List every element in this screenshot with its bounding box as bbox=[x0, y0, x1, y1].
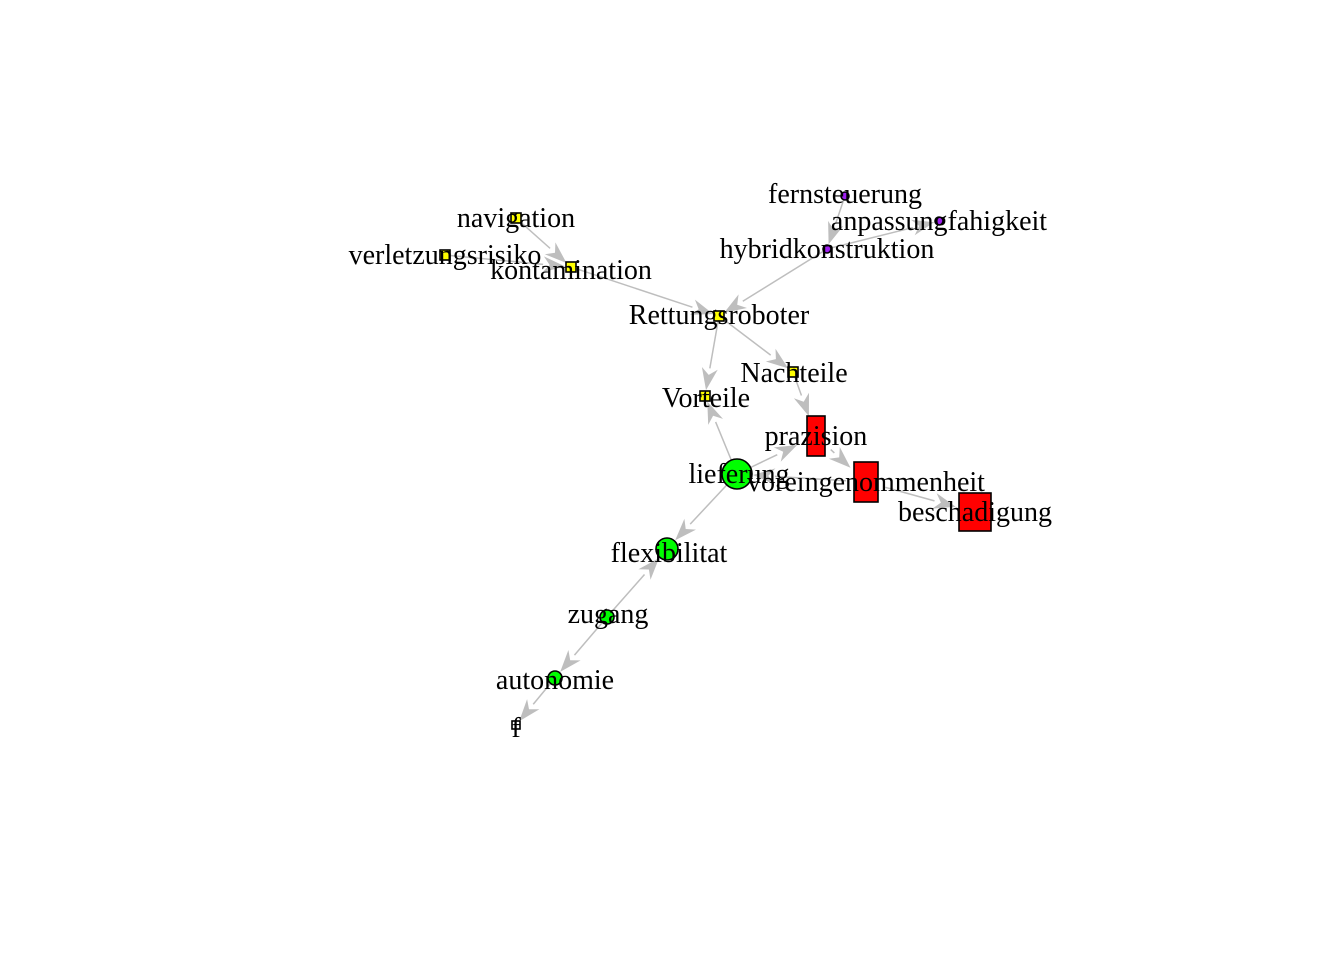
node-hybridkonstruktion bbox=[822, 244, 832, 254]
arrowhead-prazision-to-voreingenommenheit bbox=[828, 447, 851, 468]
node-label-fernsteuerung: fernsteuerung bbox=[768, 179, 922, 210]
node-label-zugang: zugang bbox=[568, 599, 649, 630]
node-label-prazision: prazision bbox=[765, 421, 868, 452]
edge-lieferung-to-Vorteile bbox=[714, 421, 733, 461]
node-label-Rettungsroboter: Rettungsroboter bbox=[629, 300, 810, 331]
node-zugang bbox=[599, 609, 615, 625]
node-label-Vorteile: Vorteile bbox=[662, 383, 750, 414]
node-label-lieferung: lieferung bbox=[688, 459, 789, 490]
node-flexibilitat bbox=[655, 537, 679, 561]
arrowhead-verletzungsrisiko-to-kontamination bbox=[542, 256, 565, 273]
edge-Rettungsroboter-to-Vorteile bbox=[709, 320, 719, 369]
arrowhead-Nachteile-to-prazision bbox=[793, 392, 809, 417]
node-prazision bbox=[806, 415, 826, 457]
node-label-kontamination: kontamination bbox=[490, 255, 652, 286]
edge-voreingenommenheit-to-beschadigung bbox=[885, 486, 935, 502]
edge-hybridkonstruktion-to-Rettungsroboter bbox=[742, 250, 824, 302]
labels-layer: navigation verletzungsrisikokontamination… bbox=[349, 179, 1052, 744]
arrowhead-lieferung-to-Vorteile bbox=[707, 401, 723, 425]
arrowhead-hybridkonstruktion-to-anpassungfahigkeit bbox=[910, 219, 935, 236]
edge-Rettungsroboter-to-Nachteile bbox=[722, 318, 772, 356]
node-label-verletzungsrisiko: verletzungsrisiko bbox=[349, 240, 542, 271]
edge-hybridkonstruktion-to-anpassungfahigkeit bbox=[830, 226, 913, 249]
node-label-flexibilitat: flexibilitat bbox=[611, 538, 728, 569]
arrowhead-hybridkonstruktion-to-Rettungsroboter bbox=[724, 294, 747, 313]
edge-lieferung-to-flexibilitat bbox=[689, 484, 728, 525]
node-verletzungsrisiko bbox=[439, 249, 451, 261]
node-voreingenommenheit bbox=[853, 461, 879, 503]
node-label-Nachteile: Nachteile bbox=[740, 358, 847, 389]
edge-autonomie-to-f bbox=[532, 682, 552, 705]
node-label-anpassungfahigkeit: anpassungfahigkeit bbox=[831, 206, 1047, 237]
node-navigation bbox=[510, 212, 522, 224]
edge-fernsteuerung-to-hybridkonstruktion bbox=[834, 199, 845, 224]
arrowhead-zugang-to-flexibilitat bbox=[638, 558, 660, 580]
edge-zugang-to-flexibilitat bbox=[611, 573, 646, 613]
arrowhead-voreingenommenheit-to-beschadigung bbox=[932, 493, 956, 509]
node-label-voreingenommenheit: voreingenommenheit bbox=[747, 467, 985, 498]
node-label-navigation: navigation bbox=[457, 203, 575, 234]
arrowhead-zugang-to-autonomie bbox=[560, 650, 581, 672]
node-kontamination bbox=[565, 261, 577, 273]
edge-kontamination-to-Rettungsroboter bbox=[575, 267, 693, 308]
node-label-hybridkonstruktion: hybridkonstruktion bbox=[720, 234, 935, 265]
edge-Nachteile-to-prazision bbox=[793, 376, 803, 396]
arrowhead-lieferung-to-prazision bbox=[773, 445, 798, 462]
arrowhead-navigation-to-kontamination bbox=[544, 242, 567, 263]
arrowhead-lieferung-to-flexibilitat bbox=[675, 518, 696, 541]
edge-verletzungsrisiko-to-kontamination bbox=[449, 254, 544, 266]
edges-layer bbox=[449, 199, 956, 722]
node-anpassungfahigkeit bbox=[934, 216, 944, 226]
arrowhead-kontamination-to-Rettungsroboter bbox=[689, 299, 714, 315]
arrowhead-Rettungsroboter-to-Vorteile bbox=[701, 367, 718, 391]
node-fernsteuerung bbox=[840, 191, 850, 201]
edge-navigation-to-kontamination bbox=[519, 220, 551, 249]
node-Rettungsroboter bbox=[713, 310, 725, 322]
edge-voreingenommenheit-to-lieferung bbox=[774, 475, 847, 482]
node-autonomie bbox=[547, 670, 563, 686]
arrowhead-autonomie-to-f bbox=[519, 699, 540, 722]
node-lieferung bbox=[721, 458, 753, 490]
node-label-beschadigung: beschadigung bbox=[898, 497, 1052, 528]
node-label-f: f bbox=[511, 713, 521, 744]
edge-prazision-to-voreingenommenheit bbox=[830, 448, 835, 454]
node-beschadigung bbox=[958, 492, 992, 532]
node-Vorteile bbox=[699, 390, 711, 402]
edge-lieferung-to-prazision bbox=[750, 453, 778, 469]
nodes-layer bbox=[439, 191, 992, 730]
arrowhead-voreingenommenheit-to-lieferung bbox=[753, 468, 776, 485]
node-label-autonomie: autonomie bbox=[496, 665, 614, 696]
node-Nachteile bbox=[787, 366, 799, 378]
node-f bbox=[511, 720, 521, 730]
arrowhead-Rettungsroboter-to-Nachteile bbox=[765, 348, 789, 369]
edge-zugang-to-autonomie bbox=[573, 621, 604, 656]
arrowhead-fernsteuerung-to-hybridkonstruktion bbox=[828, 220, 844, 245]
